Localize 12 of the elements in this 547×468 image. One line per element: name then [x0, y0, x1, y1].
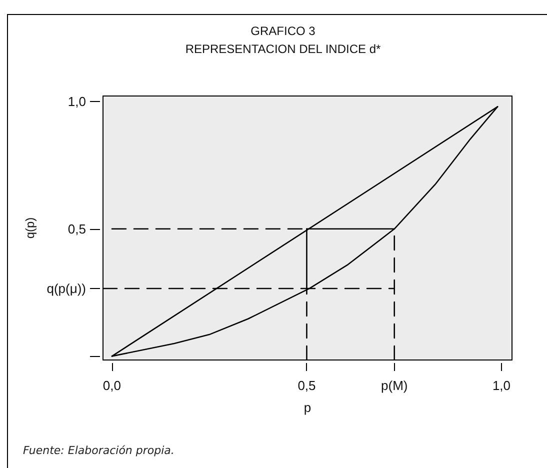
- x-axis-title: p: [304, 400, 312, 415]
- y-tick-label: q(p(μ)): [46, 280, 86, 296]
- x-tick-label: 0,5: [298, 378, 316, 393]
- chart-subtitle: REPRESENTACION DEL INDICE d*: [185, 42, 382, 56]
- y-tick-label: 1,0: [68, 94, 86, 110]
- x-tick-label: 1,0: [492, 378, 511, 393]
- y-axis-title: q(p): [22, 217, 37, 239]
- y-tick-label: 0,5: [68, 221, 86, 236]
- chart-title: GRAFICO 3: [250, 24, 316, 38]
- x-tick-label: 0,0: [102, 378, 121, 393]
- source-note: Fuente: Elaboración propia.: [23, 444, 174, 457]
- x-tick-label: p(M): [381, 378, 408, 393]
